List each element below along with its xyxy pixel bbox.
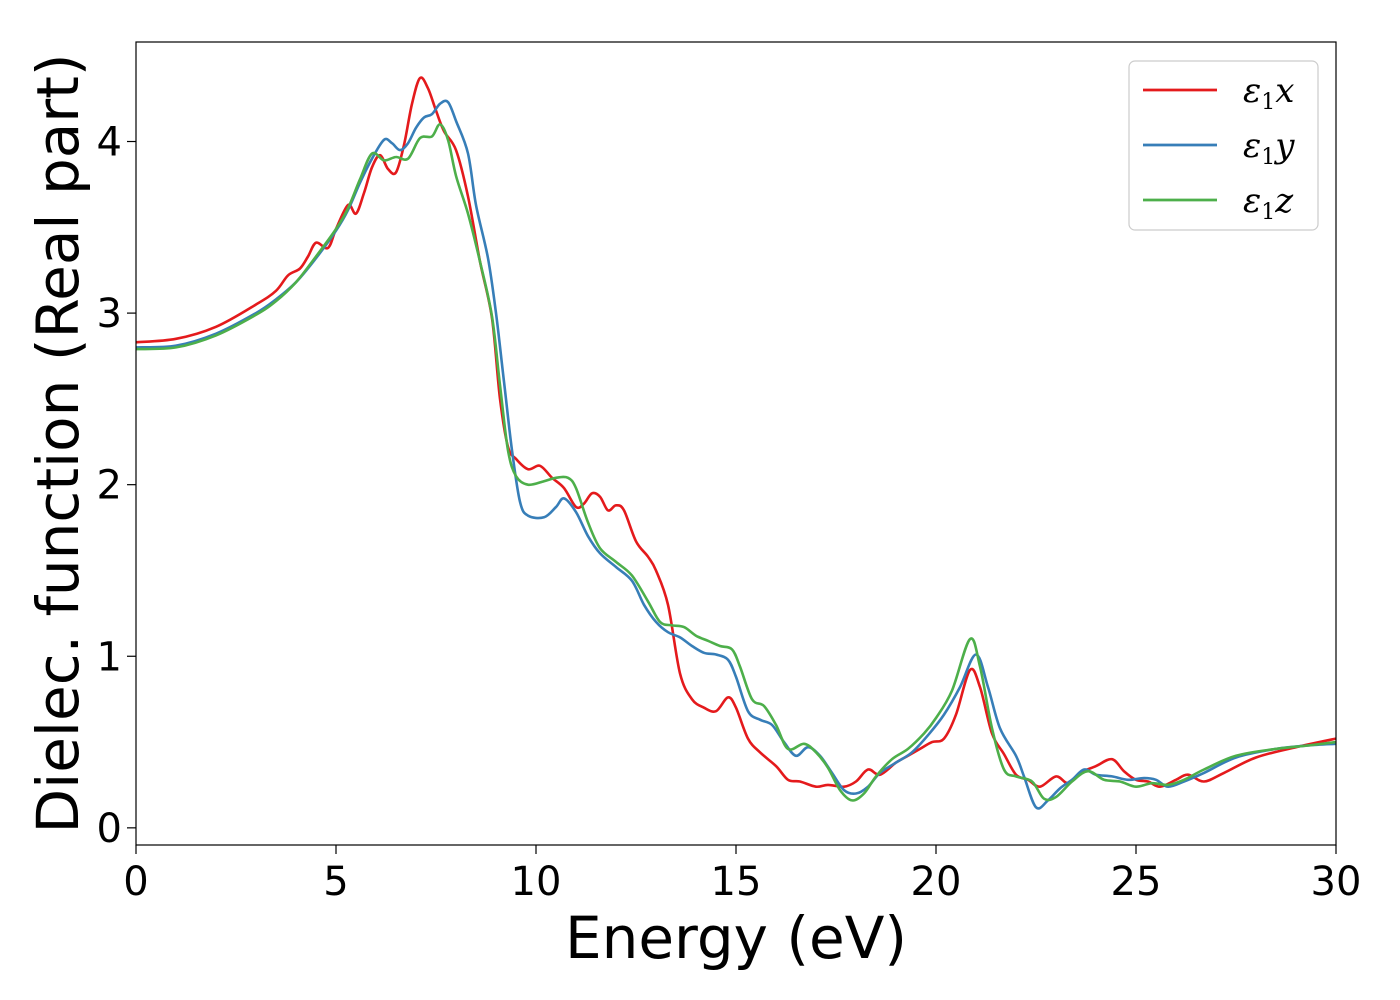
x-tick-label: 30 xyxy=(1311,859,1362,905)
ticks-layer: 0 5 10 15 20 25 30 0 1 2 3 4 xyxy=(97,120,1362,905)
legend-box xyxy=(1128,60,1319,231)
x-tick-label: 10 xyxy=(511,859,562,905)
series-layer xyxy=(136,76,1336,810)
y-tick-label: 1 xyxy=(97,634,122,680)
x-tick-label: 25 xyxy=(1111,859,1162,905)
x-axis-label: Energy (eV) xyxy=(565,904,907,972)
legend-label-y: ε1y xyxy=(1243,126,1295,170)
y-tick-label: 4 xyxy=(97,120,122,166)
legend: ε1x ε1y ε1z xyxy=(1128,60,1319,231)
series-line-z xyxy=(136,123,1336,802)
legend-label-z: ε1z xyxy=(1243,181,1294,225)
y-tick-label: 3 xyxy=(97,291,122,337)
y-tick-label: 2 xyxy=(97,463,122,509)
x-tick-label: 15 xyxy=(711,859,762,905)
x-tick-label: 20 xyxy=(911,859,962,905)
y-tick-label: 0 xyxy=(97,806,122,852)
x-tick-label: 0 xyxy=(123,859,148,905)
series-line-y xyxy=(136,99,1336,810)
legend-label-x: ε1x xyxy=(1243,71,1294,115)
y-axis-label: Dielec. function (Real part) xyxy=(24,53,92,833)
x-tick-label: 5 xyxy=(323,859,348,905)
